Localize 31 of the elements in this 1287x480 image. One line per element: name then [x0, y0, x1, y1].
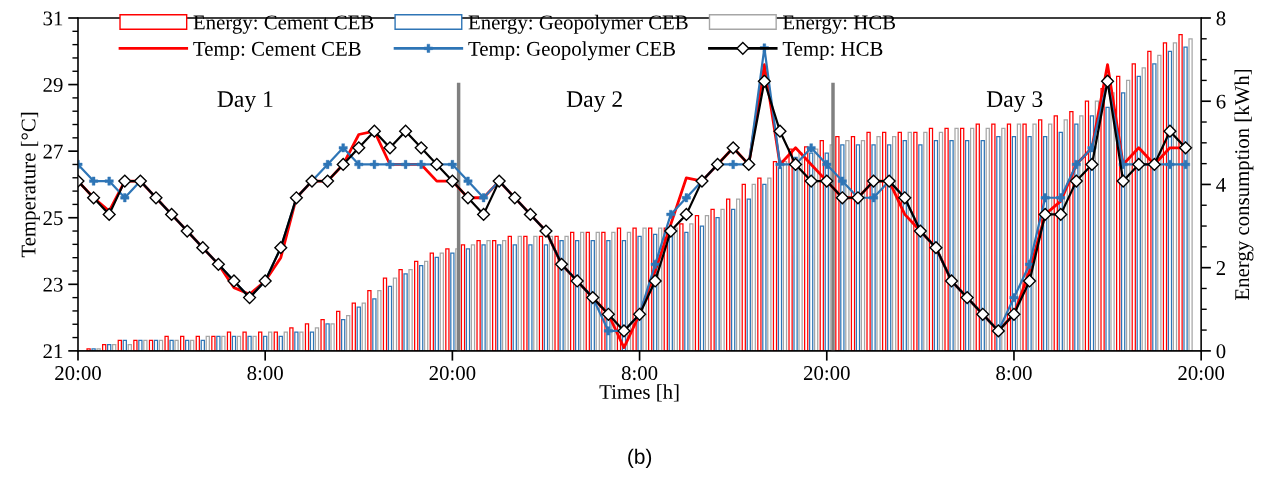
legend-label: Energy: HCB [783, 15, 896, 34]
x-tick-label: 8:00 [621, 366, 658, 381]
annotation: Day 1 [217, 91, 273, 112]
y-axis-title: Temperature [°C] [20, 112, 40, 258]
legend-label: Temp: Cement CEB [193, 41, 361, 61]
y-tick-label: 31 [43, 11, 63, 26]
annotation: Day 2 [566, 91, 622, 112]
y2-tick-label: 0 [1216, 344, 1226, 359]
y-tick-label: 27 [43, 144, 63, 159]
y-tick-label: 21 [43, 344, 63, 359]
legend-label: Energy: Cement CEB [193, 15, 374, 34]
x-tick-label: 20:00 [429, 366, 476, 381]
x-tick-label: 8:00 [247, 366, 283, 381]
y-tick-label: 23 [43, 277, 63, 292]
x-tick-label: 8:00 [996, 366, 1032, 381]
x-tick-label: 20:00 [55, 366, 101, 381]
y2-tick-label: 6 [1216, 94, 1226, 109]
annotation: Day 3 [986, 91, 1043, 112]
y2-tick-label: 8 [1216, 11, 1226, 26]
y2-tick-label: 4 [1216, 177, 1226, 192]
y2-axis-title: Energy consumption [kWh] [1234, 69, 1254, 300]
x-tick-label: 20:00 [803, 366, 850, 381]
text: (b) [628, 448, 652, 469]
legend-label: Temp: Geopolymer CEB [468, 41, 675, 61]
y-tick-label: 29 [43, 78, 63, 93]
x-tick-label: 20:00 [1178, 366, 1225, 381]
legend-label: Energy: Geopolymer CEB [468, 14, 688, 34]
y2-tick-label: 2 [1216, 261, 1226, 275]
legend-label: Temp: HCB [782, 41, 883, 61]
x-axis-title: Times [h] [599, 384, 679, 402]
y-tick-label: 25 [43, 211, 63, 226]
